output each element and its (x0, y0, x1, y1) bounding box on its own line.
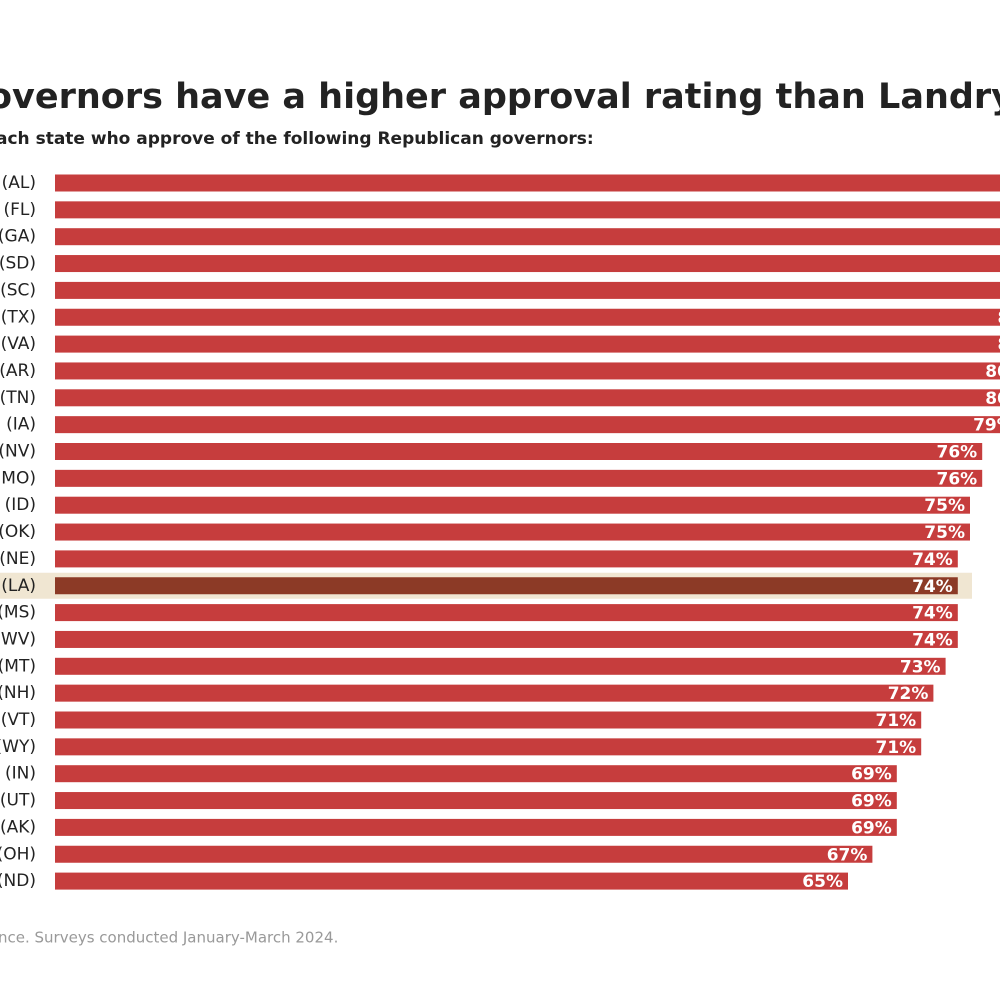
bar (55, 792, 897, 810)
bar (55, 496, 970, 514)
bar (55, 201, 1000, 219)
value-label: 69% (851, 818, 892, 838)
bar (55, 765, 897, 783)
category-label: (AK) (0, 817, 36, 837)
category-label: (VT) (1, 710, 36, 730)
bar (55, 604, 958, 622)
value-label: 80% (985, 362, 1000, 382)
category-label: (SD) (0, 254, 36, 274)
category-label: (AL) (2, 173, 36, 193)
chart-title: overnors have a higher approval rating t… (0, 77, 1000, 117)
category-label: (FL) (3, 200, 36, 220)
category-label: (VA) (1, 334, 36, 354)
bar (55, 255, 1000, 273)
bar (55, 657, 946, 675)
bar (55, 281, 1000, 299)
value-label: 74% (912, 577, 953, 597)
bar (55, 443, 983, 460)
bar (55, 308, 1000, 326)
value-label: 69% (851, 792, 892, 812)
category-label: (NV) (0, 442, 36, 462)
bar (55, 228, 1000, 246)
bar (55, 577, 958, 595)
category-label: (LA) (1, 576, 36, 596)
category-label: (MS) (0, 603, 36, 623)
bar (55, 738, 922, 756)
category-label: (SC) (0, 280, 36, 300)
bar (55, 362, 1000, 380)
bar (55, 872, 848, 890)
value-label: 80% (985, 389, 1000, 409)
bar (55, 684, 934, 702)
bar (55, 174, 1000, 192)
category-label: (NE) (0, 549, 36, 569)
bar (55, 469, 983, 487)
category-label: (WV) (0, 629, 36, 649)
category-label: (IN) (5, 764, 36, 784)
bar (55, 335, 1000, 353)
value-label: 74% (912, 550, 953, 570)
category-label: (NH) (0, 683, 36, 703)
value-label: 69% (851, 765, 892, 785)
category-label: (UT) (0, 791, 36, 811)
category-label: (OK) (0, 522, 36, 542)
value-label: 71% (875, 738, 916, 758)
category-label: (OH) (0, 844, 36, 864)
value-label: 76% (936, 469, 977, 489)
value-label: 72% (888, 684, 929, 704)
category-label: (TX) (1, 307, 36, 327)
category-label: (ID) (5, 495, 36, 515)
category-label: (AR) (0, 361, 36, 381)
value-label: 74% (912, 604, 953, 624)
value-label: 75% (924, 496, 965, 516)
value-label: 74% (912, 630, 953, 650)
bar (55, 711, 922, 729)
category-label: (IA) (6, 415, 36, 435)
category-label: (TN) (0, 388, 36, 408)
value-label: 79% (973, 416, 1000, 436)
bar (55, 416, 1000, 434)
value-label: 65% (802, 872, 843, 892)
category-label: (MO) (0, 468, 36, 488)
bar (55, 523, 970, 541)
value-label: 71% (875, 711, 916, 731)
value-label: 73% (900, 657, 941, 677)
category-label: (MT) (0, 656, 36, 676)
category-label: (WY) (0, 737, 36, 757)
bar (55, 389, 1000, 407)
value-label: 81% (997, 308, 1000, 328)
value-label: 75% (924, 523, 965, 543)
bar (55, 845, 873, 863)
value-label: 81% (997, 335, 1000, 355)
category-label: (GA) (0, 227, 36, 247)
bar (55, 818, 897, 836)
bar (55, 550, 958, 568)
chart-subtitle: ach state who approve of the following R… (0, 129, 594, 149)
category-label: (ND) (0, 871, 36, 891)
bar (55, 630, 958, 648)
value-label: 76% (936, 443, 977, 463)
value-label: 67% (827, 845, 868, 865)
footer: nce. Surveys conducted January-March 202… (0, 929, 338, 947)
